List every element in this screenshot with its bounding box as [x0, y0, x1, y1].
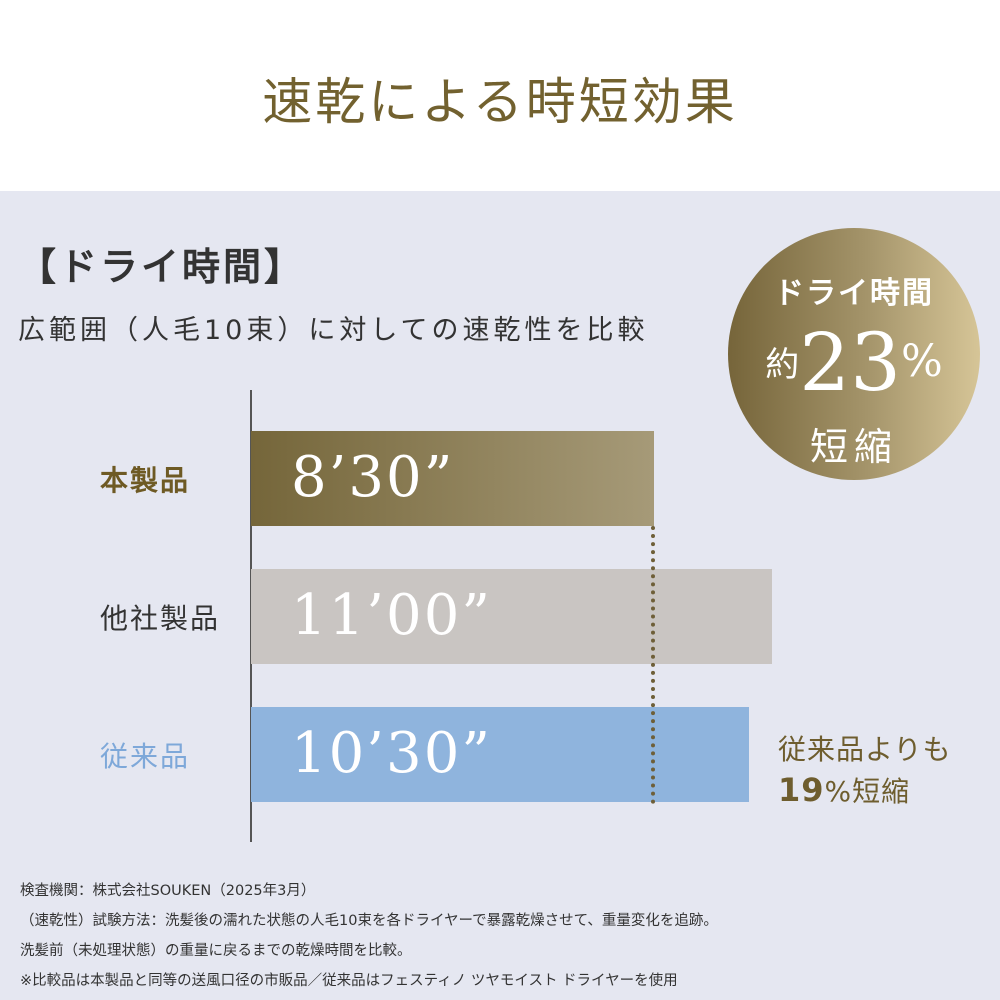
reduction-badge: ドライ時間 約23% 短縮	[728, 228, 980, 480]
badge-prefix: 約	[765, 345, 800, 385]
note-value: 19	[778, 771, 825, 809]
category-label: 本製品	[100, 464, 191, 497]
note-line1: 従来品よりも	[778, 733, 952, 766]
section-heading: 【ドライ時間】	[18, 245, 306, 289]
bar-value-label: 11’00”	[291, 583, 492, 648]
note-unit: %	[824, 775, 853, 808]
badge-unit: %	[900, 336, 943, 387]
category-label: 従来品	[100, 740, 191, 773]
bar-value-label: 8’30”	[291, 445, 455, 510]
page-title: 速乾による時短効果	[262, 73, 738, 131]
section-subheading: 広範囲（人毛10束）に対しての速乾性を比較	[18, 315, 649, 346]
badge-suffix: 短縮	[809, 425, 898, 469]
bar: 11’00”	[251, 569, 773, 664]
reference-dotted-line	[651, 526, 655, 804]
note-line2: 19%短縮	[778, 770, 951, 812]
bar-value-label: 10’30”	[291, 721, 492, 786]
comparison-note: 従来品よりも 19%短縮	[778, 730, 951, 812]
badge-value: 23	[799, 316, 901, 409]
category-label: 他社製品	[100, 602, 221, 635]
header: 速乾による時短効果	[0, 0, 1000, 191]
note-suffix: 短縮	[852, 775, 911, 808]
footnote: 検査機関：株式会社SOUKEN（2025年3月）	[20, 883, 316, 899]
footnotes: 検査機関：株式会社SOUKEN（2025年3月） （速乾性）試験方法：洗髪後の濡…	[20, 876, 718, 996]
badge-label: ドライ時間	[774, 276, 934, 311]
footnote: 洗髪前（未処理状態）の重量に戻るまでの乾燥時間を比較。	[20, 943, 412, 959]
badge-value-line: 約23%	[728, 316, 980, 409]
bar: 10’30”	[251, 707, 749, 802]
bar: 8’30”	[251, 431, 654, 526]
footnote: ※比較品は本製品と同等の送風口径の市販品／従来品はフェスティノ ツヤモイスト ド…	[20, 973, 678, 989]
footnote: （速乾性）試験方法：洗髪後の濡れた状態の人毛10束を各ドライヤーで暴露乾燥させて…	[20, 913, 718, 929]
